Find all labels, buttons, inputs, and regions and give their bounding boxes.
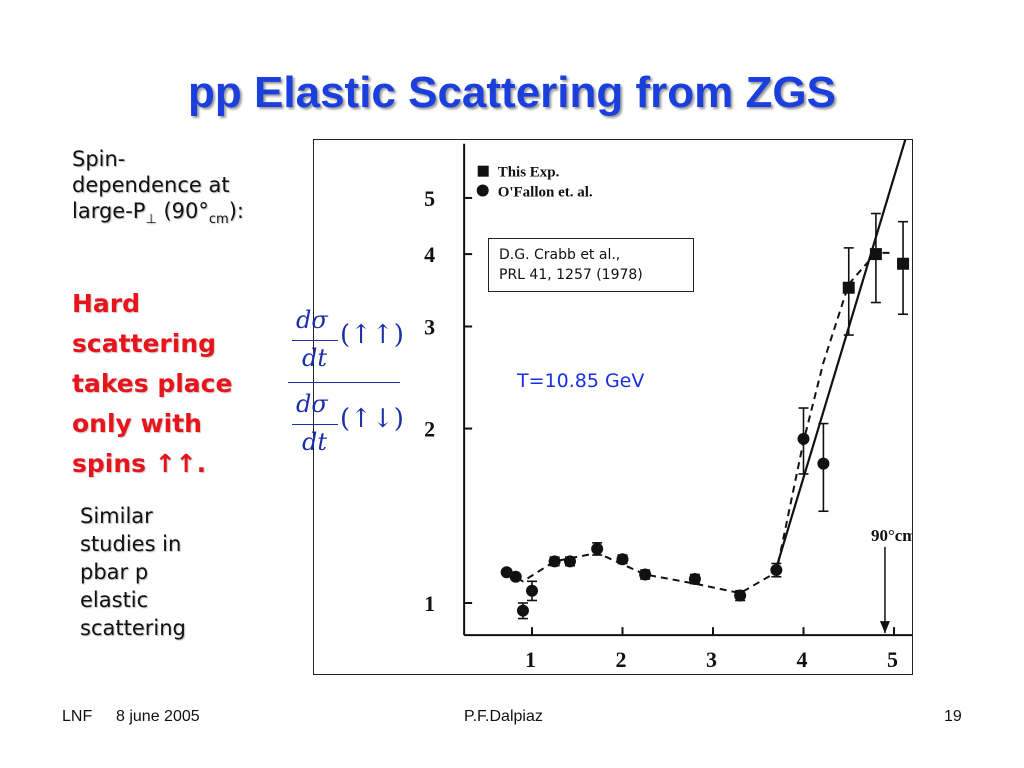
similar-line: scattering xyxy=(80,616,186,640)
spin-line-1: Spin- xyxy=(72,147,126,171)
y-tick-label: 3 xyxy=(424,315,435,340)
dashed-fit-curve xyxy=(506,251,894,595)
formula-spins-bottom: (↑↓) xyxy=(340,404,404,434)
plot-frame: 1 2 3 4 5 1 2 3 4 5 P⊥² [GeV/c]² This Exp. O'Fallon … xyxy=(313,131,945,699)
formula-num-top: dσ xyxy=(296,306,328,334)
footer-page-number: 19 xyxy=(944,708,962,725)
cross-section-ratio-formula: dσ dt (↑↑) dσ dt (↑↓) xyxy=(288,306,404,470)
data-point-circle xyxy=(770,564,783,577)
similar-line: elastic xyxy=(80,588,149,612)
spin-dependence-text: Spin- dependence at large-P⊥ (90°cm): xyxy=(72,146,302,233)
beam-energy-label: T=10.85 GeV xyxy=(517,370,645,392)
data-point-circle xyxy=(639,568,652,581)
data-point-circle xyxy=(564,555,577,568)
data-point-circle xyxy=(817,457,830,470)
similar-line: pbar p xyxy=(80,560,149,584)
similar-line: Similar xyxy=(80,504,153,528)
data-point-circle xyxy=(734,589,747,602)
reference-box: D.G. Crabb et al., PRL 41, 1257 (1978) xyxy=(488,238,694,292)
main-fraction-bar xyxy=(288,382,400,383)
reference-line-1: D.G. Crabb et al., xyxy=(499,247,621,263)
footer-venue: LNF xyxy=(62,708,93,725)
legend-label: O'Fallon et. al. xyxy=(498,185,593,201)
similar-line: studies in xyxy=(80,532,182,556)
solid-fit-line xyxy=(775,131,909,569)
y-tick-label: 4 xyxy=(424,242,435,267)
hard-line: scattering xyxy=(72,329,217,358)
y-tick-label: 1 xyxy=(424,591,435,616)
fraction-bar-top xyxy=(292,340,338,341)
data-point-circle xyxy=(526,584,538,597)
data-point-square xyxy=(869,248,882,261)
legend-marker-circle xyxy=(476,184,489,197)
data-point-circle xyxy=(616,553,629,566)
data-point-square xyxy=(897,257,910,270)
formula-spins-top: (↑↑) xyxy=(340,320,404,350)
x-tick-label: 1 xyxy=(525,647,536,672)
annotation-label: 90°cm xyxy=(871,526,912,545)
x-tick-label: 2 xyxy=(616,647,627,672)
data-point-circle xyxy=(509,570,522,583)
spin-line-3: large-P⊥ (90°cm): xyxy=(72,199,244,228)
footer-author: P.F.Dalpiaz xyxy=(464,708,543,725)
annotation-arrow-head xyxy=(879,621,890,634)
reference-line-2: PRL 41, 1257 (1978) xyxy=(499,267,643,283)
formula-den-bottom: dt xyxy=(302,428,328,456)
hard-line: Hard xyxy=(72,289,141,318)
hard-scattering-text: Hard scattering takes place only with sp… xyxy=(72,284,272,484)
y-tick-label: 5 xyxy=(424,186,435,211)
data-point-circle xyxy=(591,542,604,555)
hard-line: takes place xyxy=(72,369,233,398)
spin-line-2: dependence at xyxy=(72,173,230,197)
data-point-circle xyxy=(516,604,529,617)
x-tick-label: 3 xyxy=(706,647,717,672)
data-point-square xyxy=(842,281,855,294)
data-point-circle xyxy=(688,573,701,586)
slide-title: pp Elastic Scattering from ZGS xyxy=(188,68,836,117)
formula-num-bottom: dσ xyxy=(296,390,328,418)
hard-line: spins ↑↑. xyxy=(72,449,207,478)
x-tick-label: 4 xyxy=(797,647,808,672)
x-axis-label: P⊥² [GeV/c]² xyxy=(632,673,768,674)
fraction-bar-bottom xyxy=(292,424,338,425)
similar-studies-text: Similar studies in pbar p elastic scatte… xyxy=(80,502,250,642)
formula-den-top: dt xyxy=(302,344,328,372)
y-tick-label: 2 xyxy=(424,417,435,442)
legend-marker-square xyxy=(477,165,489,177)
data-point-circle xyxy=(797,432,810,445)
hard-line: only with xyxy=(72,409,202,438)
legend-label: This Exp. xyxy=(498,165,560,181)
data-point-circle xyxy=(548,555,561,568)
footer-date: 8 june 2005 xyxy=(116,708,200,725)
data-point-circle xyxy=(500,566,513,579)
x-tick-label: 5 xyxy=(887,647,898,672)
